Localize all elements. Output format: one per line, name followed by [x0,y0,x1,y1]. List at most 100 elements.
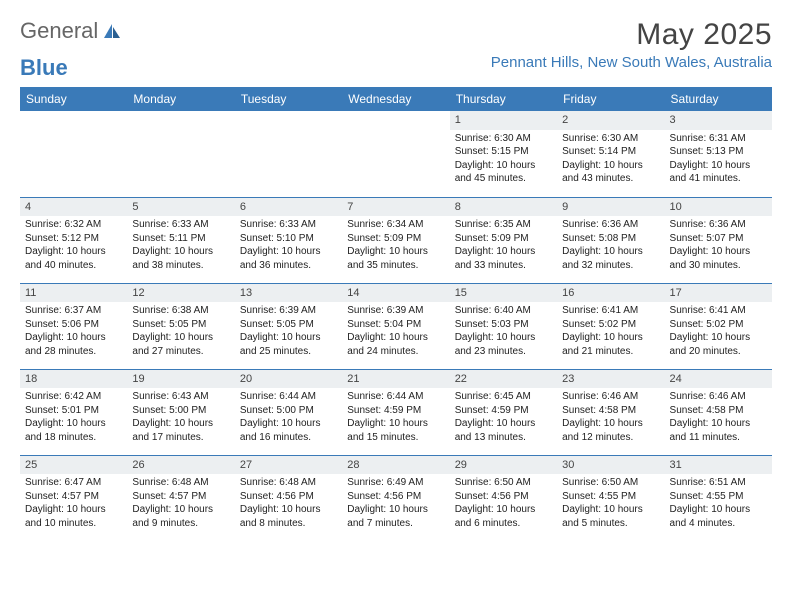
daylight-line: Daylight: 10 hours and 38 minutes. [132,245,229,272]
daylight-line: Daylight: 10 hours and 15 minutes. [347,417,444,444]
calendar-cell: 2Sunrise: 6:30 AMSunset: 5:14 PMDaylight… [557,111,664,197]
sunrise-line: Sunrise: 6:46 AM [670,390,767,404]
day-number: 7 [342,198,449,217]
sunrise-line: Sunrise: 6:43 AM [132,390,229,404]
sunset-line: Sunset: 5:02 PM [670,318,767,332]
sunrise-line: Sunrise: 6:36 AM [562,218,659,232]
calendar-cell: 28Sunrise: 6:49 AMSunset: 4:56 PMDayligh… [342,455,449,541]
calendar-cell: 22Sunrise: 6:45 AMSunset: 4:59 PMDayligh… [450,369,557,455]
calendar-row: 4Sunrise: 6:32 AMSunset: 5:12 PMDaylight… [20,197,772,283]
sunset-line: Sunset: 4:55 PM [670,490,767,504]
day-number: 15 [450,284,557,303]
calendar-cell: 23Sunrise: 6:46 AMSunset: 4:58 PMDayligh… [557,369,664,455]
sunset-line: Sunset: 5:04 PM [347,318,444,332]
sunset-line: Sunset: 5:01 PM [25,404,122,418]
sunrise-line: Sunrise: 6:33 AM [240,218,337,232]
calendar-cell: 10Sunrise: 6:36 AMSunset: 5:07 PMDayligh… [665,197,772,283]
sunset-line: Sunset: 4:56 PM [240,490,337,504]
sunrise-line: Sunrise: 6:50 AM [455,476,552,490]
calendar-cell: 3Sunrise: 6:31 AMSunset: 5:13 PMDaylight… [665,111,772,197]
sunrise-line: Sunrise: 6:39 AM [347,304,444,318]
sunrise-line: Sunrise: 6:31 AM [670,132,767,146]
calendar-cell: 5Sunrise: 6:33 AMSunset: 5:11 PMDaylight… [127,197,234,283]
day-number: 17 [665,284,772,303]
daylight-line: Daylight: 10 hours and 5 minutes. [562,503,659,530]
day-number: 6 [235,198,342,217]
day-number: 31 [665,456,772,475]
sunrise-line: Sunrise: 6:51 AM [670,476,767,490]
daylight-line: Daylight: 10 hours and 27 minutes. [132,331,229,358]
day-number: 16 [557,284,664,303]
calendar-row: 11Sunrise: 6:37 AMSunset: 5:06 PMDayligh… [20,283,772,369]
calendar-cell: 9Sunrise: 6:36 AMSunset: 5:08 PMDaylight… [557,197,664,283]
day-number [235,111,342,130]
calendar-cell: 27Sunrise: 6:48 AMSunset: 4:56 PMDayligh… [235,455,342,541]
day-number: 2 [557,111,664,130]
daylight-line: Daylight: 10 hours and 17 minutes. [132,417,229,444]
calendar-cell: 4Sunrise: 6:32 AMSunset: 5:12 PMDaylight… [20,197,127,283]
calendar-cell [127,111,234,197]
daylight-line: Daylight: 10 hours and 30 minutes. [670,245,767,272]
day-number [127,111,234,130]
calendar-cell: 31Sunrise: 6:51 AMSunset: 4:55 PMDayligh… [665,455,772,541]
calendar-cell: 11Sunrise: 6:37 AMSunset: 5:06 PMDayligh… [20,283,127,369]
daylight-line: Daylight: 10 hours and 21 minutes. [562,331,659,358]
day-number: 28 [342,456,449,475]
daylight-line: Daylight: 10 hours and 33 minutes. [455,245,552,272]
title-block: May 2025 Pennant Hills, New South Wales,… [491,18,772,71]
sunset-line: Sunset: 4:55 PM [562,490,659,504]
weekday-header: Thursday [450,87,557,111]
daylight-line: Daylight: 10 hours and 18 minutes. [25,417,122,444]
sunrise-line: Sunrise: 6:41 AM [670,304,767,318]
calendar-cell: 16Sunrise: 6:41 AMSunset: 5:02 PMDayligh… [557,283,664,369]
day-number: 9 [557,198,664,217]
sunrise-line: Sunrise: 6:45 AM [455,390,552,404]
daylight-line: Daylight: 10 hours and 12 minutes. [562,417,659,444]
daylight-line: Daylight: 10 hours and 4 minutes. [670,503,767,530]
sunrise-line: Sunrise: 6:48 AM [240,476,337,490]
day-number: 27 [235,456,342,475]
daylight-line: Daylight: 10 hours and 10 minutes. [25,503,122,530]
day-number: 10 [665,198,772,217]
sunrise-line: Sunrise: 6:39 AM [240,304,337,318]
calendar-head: SundayMondayTuesdayWednesdayThursdayFrid… [20,87,772,111]
sunrise-line: Sunrise: 6:47 AM [25,476,122,490]
sunset-line: Sunset: 5:08 PM [562,232,659,246]
sunset-line: Sunset: 5:00 PM [132,404,229,418]
sunset-line: Sunset: 4:56 PM [347,490,444,504]
calendar-cell: 13Sunrise: 6:39 AMSunset: 5:05 PMDayligh… [235,283,342,369]
day-number: 26 [127,456,234,475]
weekday-header: Sunday [20,87,127,111]
sunset-line: Sunset: 4:56 PM [455,490,552,504]
sunrise-line: Sunrise: 6:42 AM [25,390,122,404]
calendar-cell: 24Sunrise: 6:46 AMSunset: 4:58 PMDayligh… [665,369,772,455]
calendar-cell [235,111,342,197]
sunrise-line: Sunrise: 6:49 AM [347,476,444,490]
calendar-cell: 29Sunrise: 6:50 AMSunset: 4:56 PMDayligh… [450,455,557,541]
calendar-cell: 6Sunrise: 6:33 AMSunset: 5:10 PMDaylight… [235,197,342,283]
calendar-cell: 26Sunrise: 6:48 AMSunset: 4:57 PMDayligh… [127,455,234,541]
day-number: 4 [20,198,127,217]
day-number: 18 [20,370,127,389]
daylight-line: Daylight: 10 hours and 16 minutes. [240,417,337,444]
day-number: 13 [235,284,342,303]
sunset-line: Sunset: 5:09 PM [455,232,552,246]
calendar-cell: 21Sunrise: 6:44 AMSunset: 4:59 PMDayligh… [342,369,449,455]
weekday-header: Wednesday [342,87,449,111]
daylight-line: Daylight: 10 hours and 40 minutes. [25,245,122,272]
sunset-line: Sunset: 5:09 PM [347,232,444,246]
sunset-line: Sunset: 4:59 PM [347,404,444,418]
calendar-cell: 15Sunrise: 6:40 AMSunset: 5:03 PMDayligh… [450,283,557,369]
daylight-line: Daylight: 10 hours and 13 minutes. [455,417,552,444]
day-number: 24 [665,370,772,389]
weekday-header: Friday [557,87,664,111]
sunrise-line: Sunrise: 6:34 AM [347,218,444,232]
daylight-line: Daylight: 10 hours and 7 minutes. [347,503,444,530]
sunrise-line: Sunrise: 6:40 AM [455,304,552,318]
sunset-line: Sunset: 5:05 PM [240,318,337,332]
calendar-cell: 1Sunrise: 6:30 AMSunset: 5:15 PMDaylight… [450,111,557,197]
sunrise-line: Sunrise: 6:38 AM [132,304,229,318]
sunset-line: Sunset: 5:10 PM [240,232,337,246]
day-number: 1 [450,111,557,130]
sunrise-line: Sunrise: 6:33 AM [132,218,229,232]
